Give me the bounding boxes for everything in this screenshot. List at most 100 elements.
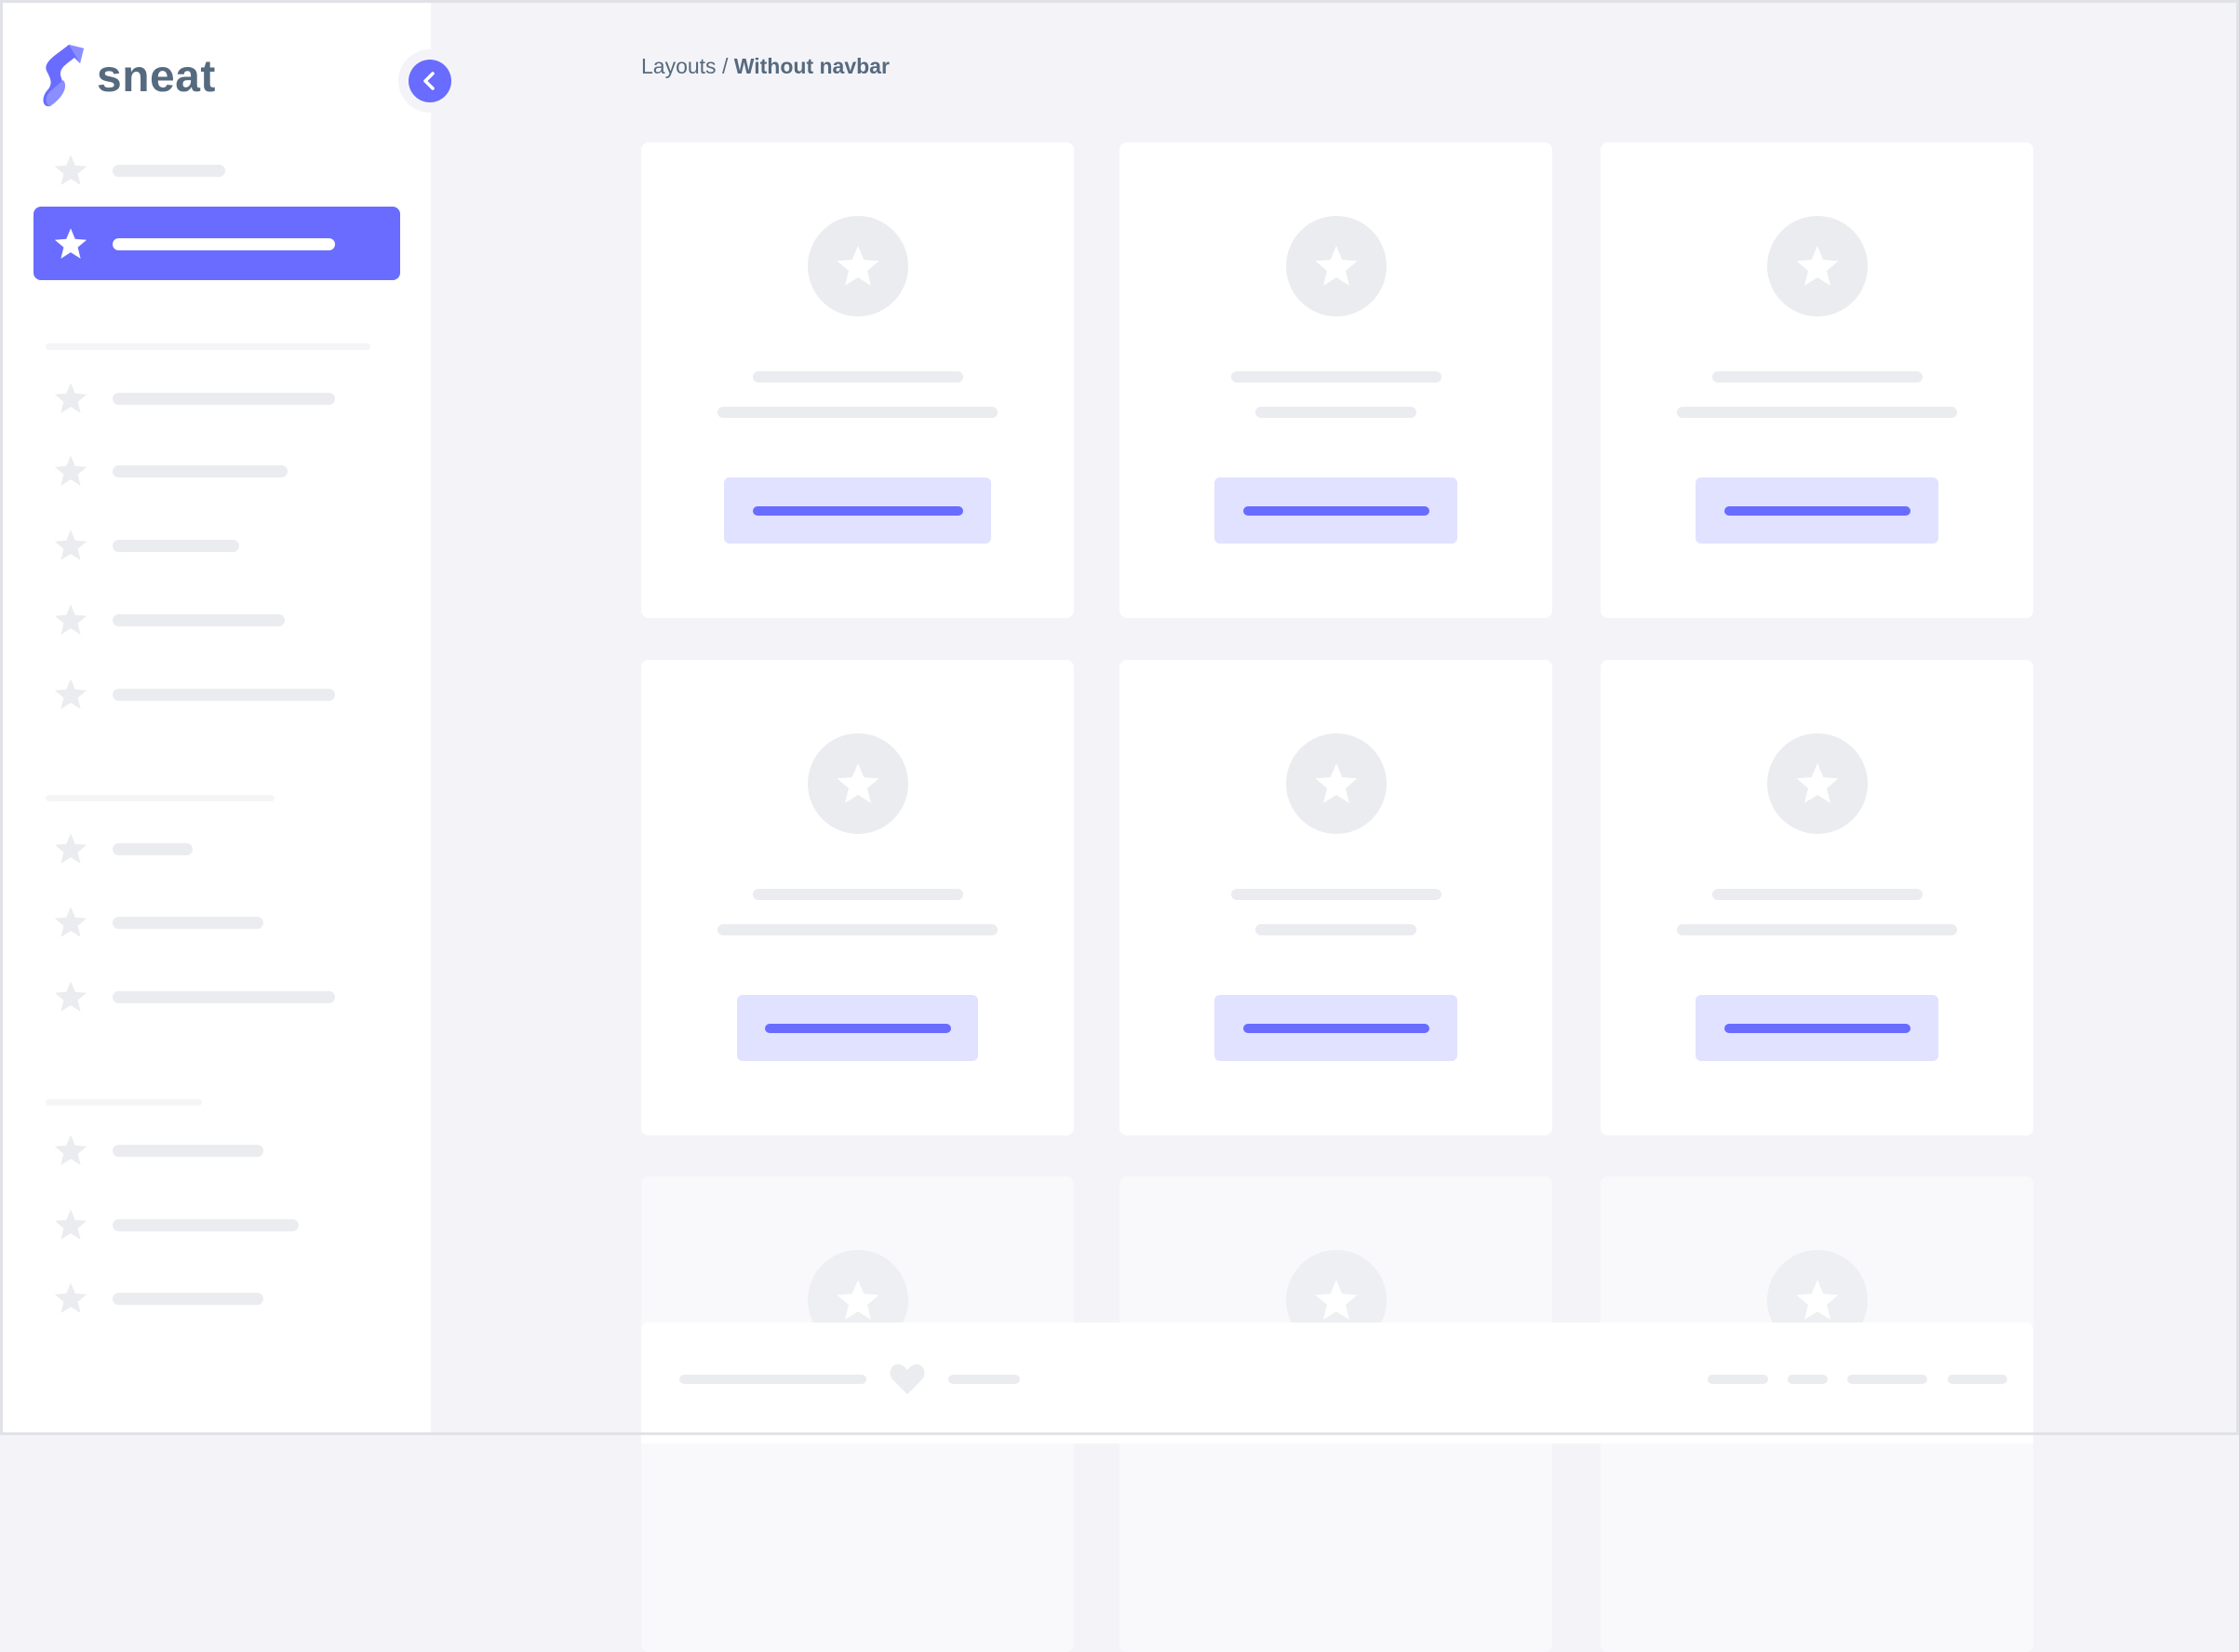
card-text-placeholder [1255, 407, 1416, 418]
sidebar-menu-item[interactable] [34, 960, 400, 1033]
breadcrumb-separator: / [721, 54, 729, 78]
footer-link[interactable] [1948, 1375, 2007, 1384]
card-text-placeholder [1677, 407, 1957, 418]
footer-link[interactable] [1708, 1375, 1768, 1384]
card-title-placeholder [752, 371, 963, 383]
sidebar-menu-item[interactable] [34, 434, 400, 507]
star-icon [1794, 243, 1841, 289]
card-button-label-placeholder [1723, 1023, 1911, 1033]
star-icon [1794, 1277, 1841, 1323]
star-icon [53, 831, 88, 866]
breadcrumb-current: Without navbar [733, 54, 890, 78]
menu-item-label-placeholder [113, 688, 335, 701]
menu-item-label-placeholder [113, 842, 193, 855]
sidebar-menu-item[interactable] [34, 885, 400, 959]
sneat-logo-icon [43, 45, 84, 107]
menu-item-label-placeholder [113, 539, 239, 552]
brand-logo[interactable]: sneat [41, 43, 216, 110]
star-icon [53, 677, 88, 712]
card-text-placeholder [717, 407, 998, 418]
menu-item-label-placeholder [113, 464, 288, 477]
menu-item-label-placeholder [113, 613, 285, 626]
menu-section-header-placeholder [46, 795, 275, 801]
menu-section-header-placeholder [46, 343, 370, 350]
card [1601, 142, 2033, 618]
footer-link[interactable] [1847, 1375, 1927, 1384]
card-title-placeholder [1711, 371, 1923, 383]
card [641, 660, 1074, 1135]
card-button[interactable] [1696, 477, 1938, 544]
breadcrumb-parent[interactable]: Layouts [641, 54, 717, 78]
card-title-placeholder [752, 889, 963, 900]
star-icon [53, 1281, 88, 1316]
menu-item-label-placeholder [113, 1144, 263, 1157]
card-button-label-placeholder [764, 1023, 951, 1033]
footer-text-placeholder [948, 1375, 1020, 1384]
star-icon [835, 760, 881, 807]
star-icon [835, 1277, 881, 1323]
sidebar-menu-item[interactable] [34, 361, 400, 435]
card-avatar [1285, 216, 1387, 316]
star-icon [53, 1207, 88, 1242]
card [1120, 660, 1552, 1135]
sidebar-menu-item[interactable] [34, 207, 400, 280]
menu-item-label-placeholder [113, 164, 225, 177]
star-icon [1313, 1277, 1360, 1323]
star-icon [835, 243, 881, 289]
menu-item-label-placeholder [113, 916, 263, 929]
star-icon [1794, 760, 1841, 807]
star-icon [53, 905, 88, 940]
sidebar-menu-item[interactable] [34, 1261, 400, 1335]
sidebar-menu-item[interactable] [34, 812, 400, 885]
card-text-placeholder [1677, 924, 1957, 935]
collapse-sidebar-button[interactable] [409, 60, 451, 102]
sidebar-menu-item[interactable] [34, 1113, 400, 1187]
card-button[interactable] [1214, 477, 1457, 544]
sidebar-menu-item[interactable] [34, 133, 400, 207]
footer [641, 1323, 2033, 1444]
star-icon [53, 1133, 88, 1168]
card [1120, 142, 1552, 618]
card-title-placeholder [1230, 889, 1441, 900]
star-icon [53, 602, 88, 638]
card-button-label-placeholder [1242, 1023, 1429, 1033]
card [641, 142, 1074, 618]
card-title-placeholder [1711, 889, 1923, 900]
menu-section-header-placeholder [46, 1099, 202, 1106]
chevron-left-icon [423, 72, 435, 90]
card-button[interactable] [1214, 995, 1457, 1061]
card-avatar [1285, 733, 1387, 834]
card-button-label-placeholder [1723, 505, 1911, 516]
sidebar-menu-item[interactable] [34, 1188, 400, 1261]
menu-item-label-placeholder [113, 1292, 263, 1305]
sidebar: sneat [0, 0, 431, 1435]
heart-icon [890, 1363, 925, 1394]
star-icon [1313, 760, 1360, 807]
star-icon [53, 226, 88, 262]
card-button-label-placeholder [1242, 505, 1429, 516]
sidebar-menu-item[interactable] [34, 508, 400, 582]
card-text-placeholder [717, 924, 998, 935]
card-text-placeholder [1255, 924, 1416, 935]
card-button[interactable] [724, 477, 991, 544]
footer-link[interactable] [1788, 1375, 1828, 1384]
footer-text-placeholder [679, 1375, 866, 1384]
sidebar-menu-item[interactable] [34, 583, 400, 656]
star-icon [53, 453, 88, 489]
menu-item-label-placeholder [113, 237, 335, 250]
star-icon [53, 381, 88, 416]
card-avatar [1766, 733, 1868, 834]
card-avatar [1766, 216, 1868, 316]
breadcrumb: Layouts / Without navbar [641, 54, 890, 79]
card-button[interactable] [1696, 995, 1938, 1061]
card-button-label-placeholder [752, 505, 963, 516]
star-icon [53, 979, 88, 1014]
star-icon [53, 153, 88, 188]
card [1601, 660, 2033, 1135]
star-icon [53, 528, 88, 563]
star-icon [1313, 243, 1360, 289]
card-button[interactable] [737, 995, 978, 1061]
sidebar-menu-item[interactable] [34, 657, 400, 731]
brand-name: sneat [97, 51, 216, 101]
menu-item-label-placeholder [113, 990, 335, 1003]
